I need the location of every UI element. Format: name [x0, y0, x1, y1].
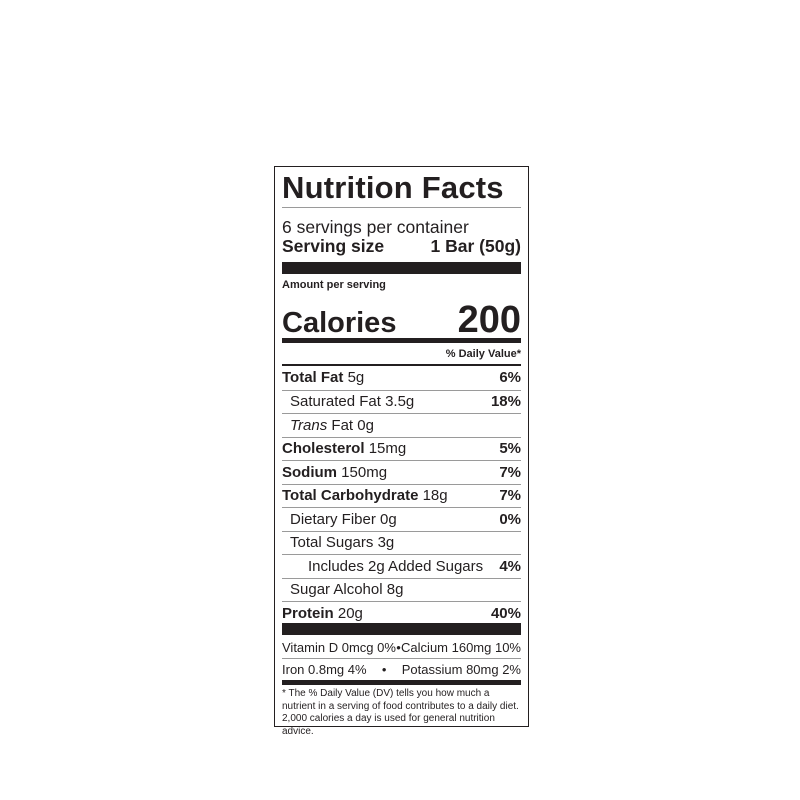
calories-label: Calories	[282, 307, 397, 339]
serving-size: Serving size 1 Bar (50g)	[282, 237, 521, 256]
amount-per-serving: Amount per serving	[282, 279, 386, 291]
medium-divider	[282, 680, 521, 685]
thick-divider	[282, 623, 521, 635]
calories-row: Calories 200	[282, 299, 521, 342]
footnote: * The % Daily Value (DV) tells you how m…	[282, 688, 519, 737]
divider	[282, 364, 521, 366]
nutrient-row-sugar-alcohol: Sugar Alcohol 8g	[282, 577, 521, 602]
nutrient-row-added-sugars: Includes 2g Added Sugars 4%	[282, 554, 521, 578]
vitamin-row: Iron 0.8mg 4% • Potassium 80mg 2%	[282, 658, 521, 679]
serving-size-label: Serving size	[282, 236, 385, 256]
nutrient-row-trans-fat: Trans Fat 0g	[282, 413, 521, 437]
vitamins-minerals: Vitamin D 0mcg 0% • Calcium 160mg 10% Iron…	[282, 637, 521, 679]
calories-value: 200	[457, 299, 521, 341]
nutrient-row-total-carbohydrate: Total Carbohydrate 18g 7%	[282, 483, 521, 508]
divider	[282, 207, 521, 208]
nutrient-row-total-sugars: Total Sugars 3g	[282, 530, 521, 555]
nutrient-row-total-fat: Total Fat 5g 6%	[282, 369, 521, 387]
nutrient-row-dietary-fiber: Dietary Fiber 0g 0%	[282, 507, 521, 531]
servings-per-container: 6 servings per container	[282, 217, 469, 237]
nutrient-list: Total Fat 5g 6% Saturated Fat 3.5g 18% Tra…	[282, 366, 521, 625]
nutrient-row-protein: Protein 20g 40%	[282, 601, 521, 625]
nutrition-facts-label: Nutrition Facts 6 servings per container…	[274, 166, 529, 737]
vitamin-row: Vitamin D 0mcg 0% • Calcium 160mg 10%	[282, 640, 521, 655]
nutrient-row-cholesterol: Cholesterol 15mg 5%	[282, 436, 521, 461]
nutrient-row-saturated-fat: Saturated Fat 3.5g 18%	[282, 389, 521, 414]
daily-value-header: % Daily Value*	[445, 348, 521, 360]
medium-divider	[282, 338, 521, 343]
label-title: Nutrition Facts	[282, 170, 504, 205]
nutrient-row-sodium: Sodium 150mg 7%	[282, 460, 521, 484]
serving-size-value: 1 Bar (50g)	[430, 236, 521, 256]
thick-divider	[282, 262, 521, 274]
